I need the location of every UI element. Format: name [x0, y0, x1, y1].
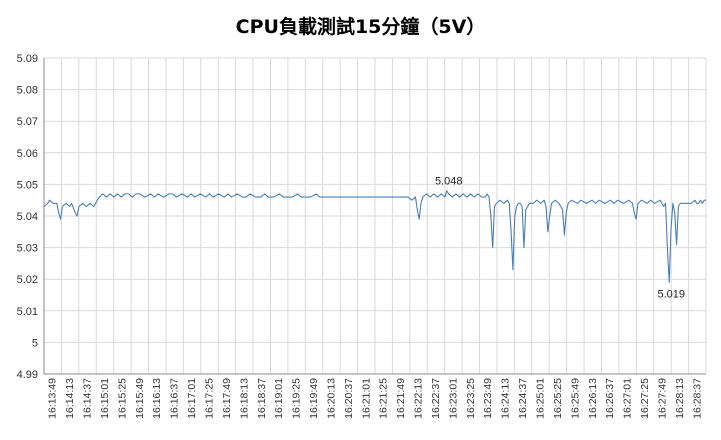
x-tick-label: 16:22:37 [430, 378, 442, 419]
x-tick-label: 16:23:25 [465, 378, 477, 419]
x-tick-label: 16:25:49 [569, 378, 581, 419]
x-axis-ticks: 16:13:49 16:14:13 16:14:37 16:15:01 16:15:25… [47, 378, 704, 419]
x-tick-label: 16:15:25 [116, 378, 128, 419]
x-tick-label: 16:24:13 [500, 378, 512, 419]
x-tick-label: 16:18:37 [256, 378, 268, 419]
y-tick-label: 5.06 [17, 148, 38, 160]
x-tick-label: 16:17:25 [204, 378, 216, 419]
x-tick-label: 16:16:37 [169, 378, 181, 419]
x-tick-label: 16:23:49 [482, 378, 494, 419]
x-tick-label: 16:14:37 [82, 378, 94, 419]
x-tick-label: 16:27:01 [622, 378, 634, 419]
x-tick-label: 16:19:01 [273, 378, 285, 419]
x-tick-label: 16:15:01 [99, 378, 111, 419]
x-tick-label: 16:22:13 [413, 378, 425, 419]
x-tick-label: 16:20:37 [343, 378, 355, 419]
x-tick-label: 16:26:13 [587, 378, 599, 419]
x-tick-label: 16:18:13 [238, 378, 250, 419]
x-tick-label: 16:21:25 [378, 378, 390, 419]
y-tick-label: 5.02 [17, 274, 38, 286]
x-tick-label: 16:21:49 [395, 378, 407, 419]
x-tick-label: 16:15:49 [134, 378, 146, 419]
axes [43, 58, 707, 375]
x-tick-label: 16:21:01 [360, 378, 372, 419]
x-tick-label: 16:19:49 [308, 378, 320, 419]
data-label: 5.019 [657, 288, 685, 300]
x-tick-label: 16:26:37 [604, 378, 616, 419]
x-tick-label: 16:28:37 [691, 378, 703, 419]
y-tick-label: 5.07 [17, 116, 38, 128]
y-tick-label: 5.08 [17, 85, 38, 97]
x-tick-label: 16:17:01 [186, 378, 198, 419]
x-tick-label: 16:14:13 [64, 378, 76, 419]
x-tick-label: 16:25:01 [535, 378, 547, 419]
x-tick-label: 16:13:49 [47, 378, 59, 419]
x-tick-label: 16:20:13 [325, 378, 337, 419]
x-tick-label: 16:23:01 [447, 378, 459, 419]
y-tick-label: 5.09 [17, 53, 38, 65]
y-tick-label: 5.03 [17, 243, 38, 255]
data-label: 5.048 [435, 176, 463, 188]
x-tick-label: 16:28:13 [674, 378, 686, 419]
x-tick-label: 16:24:37 [517, 378, 529, 419]
y-tick-label: 5.04 [17, 211, 38, 223]
y-tick-label: 5.01 [17, 306, 38, 318]
y-axis-ticks: 4.99 5 5.01 5.02 5.03 5.04 5.05 5.06 5.07 5.08 5.0… [17, 53, 38, 381]
x-tick-label: 16:19:25 [291, 378, 303, 419]
series-line [43, 190, 706, 283]
chart-title: CPU負載測試15分鐘（5V） [236, 15, 486, 38]
series-layer [43, 190, 706, 283]
grid-lines [44, 57, 706, 375]
y-tick-label: 4.99 [17, 369, 38, 381]
x-tick-label: 16:25:25 [552, 378, 564, 419]
x-tick-label: 16:27:25 [639, 378, 651, 419]
x-tick-label: 16:16:13 [151, 378, 163, 419]
x-tick-label: 16:17:49 [221, 378, 233, 419]
annotations: 5.048 5.019 [435, 176, 685, 301]
y-tick-label: 5.05 [17, 179, 38, 191]
y-tick-label: 5 [32, 337, 38, 349]
x-tick-label: 16:27:49 [656, 378, 668, 419]
